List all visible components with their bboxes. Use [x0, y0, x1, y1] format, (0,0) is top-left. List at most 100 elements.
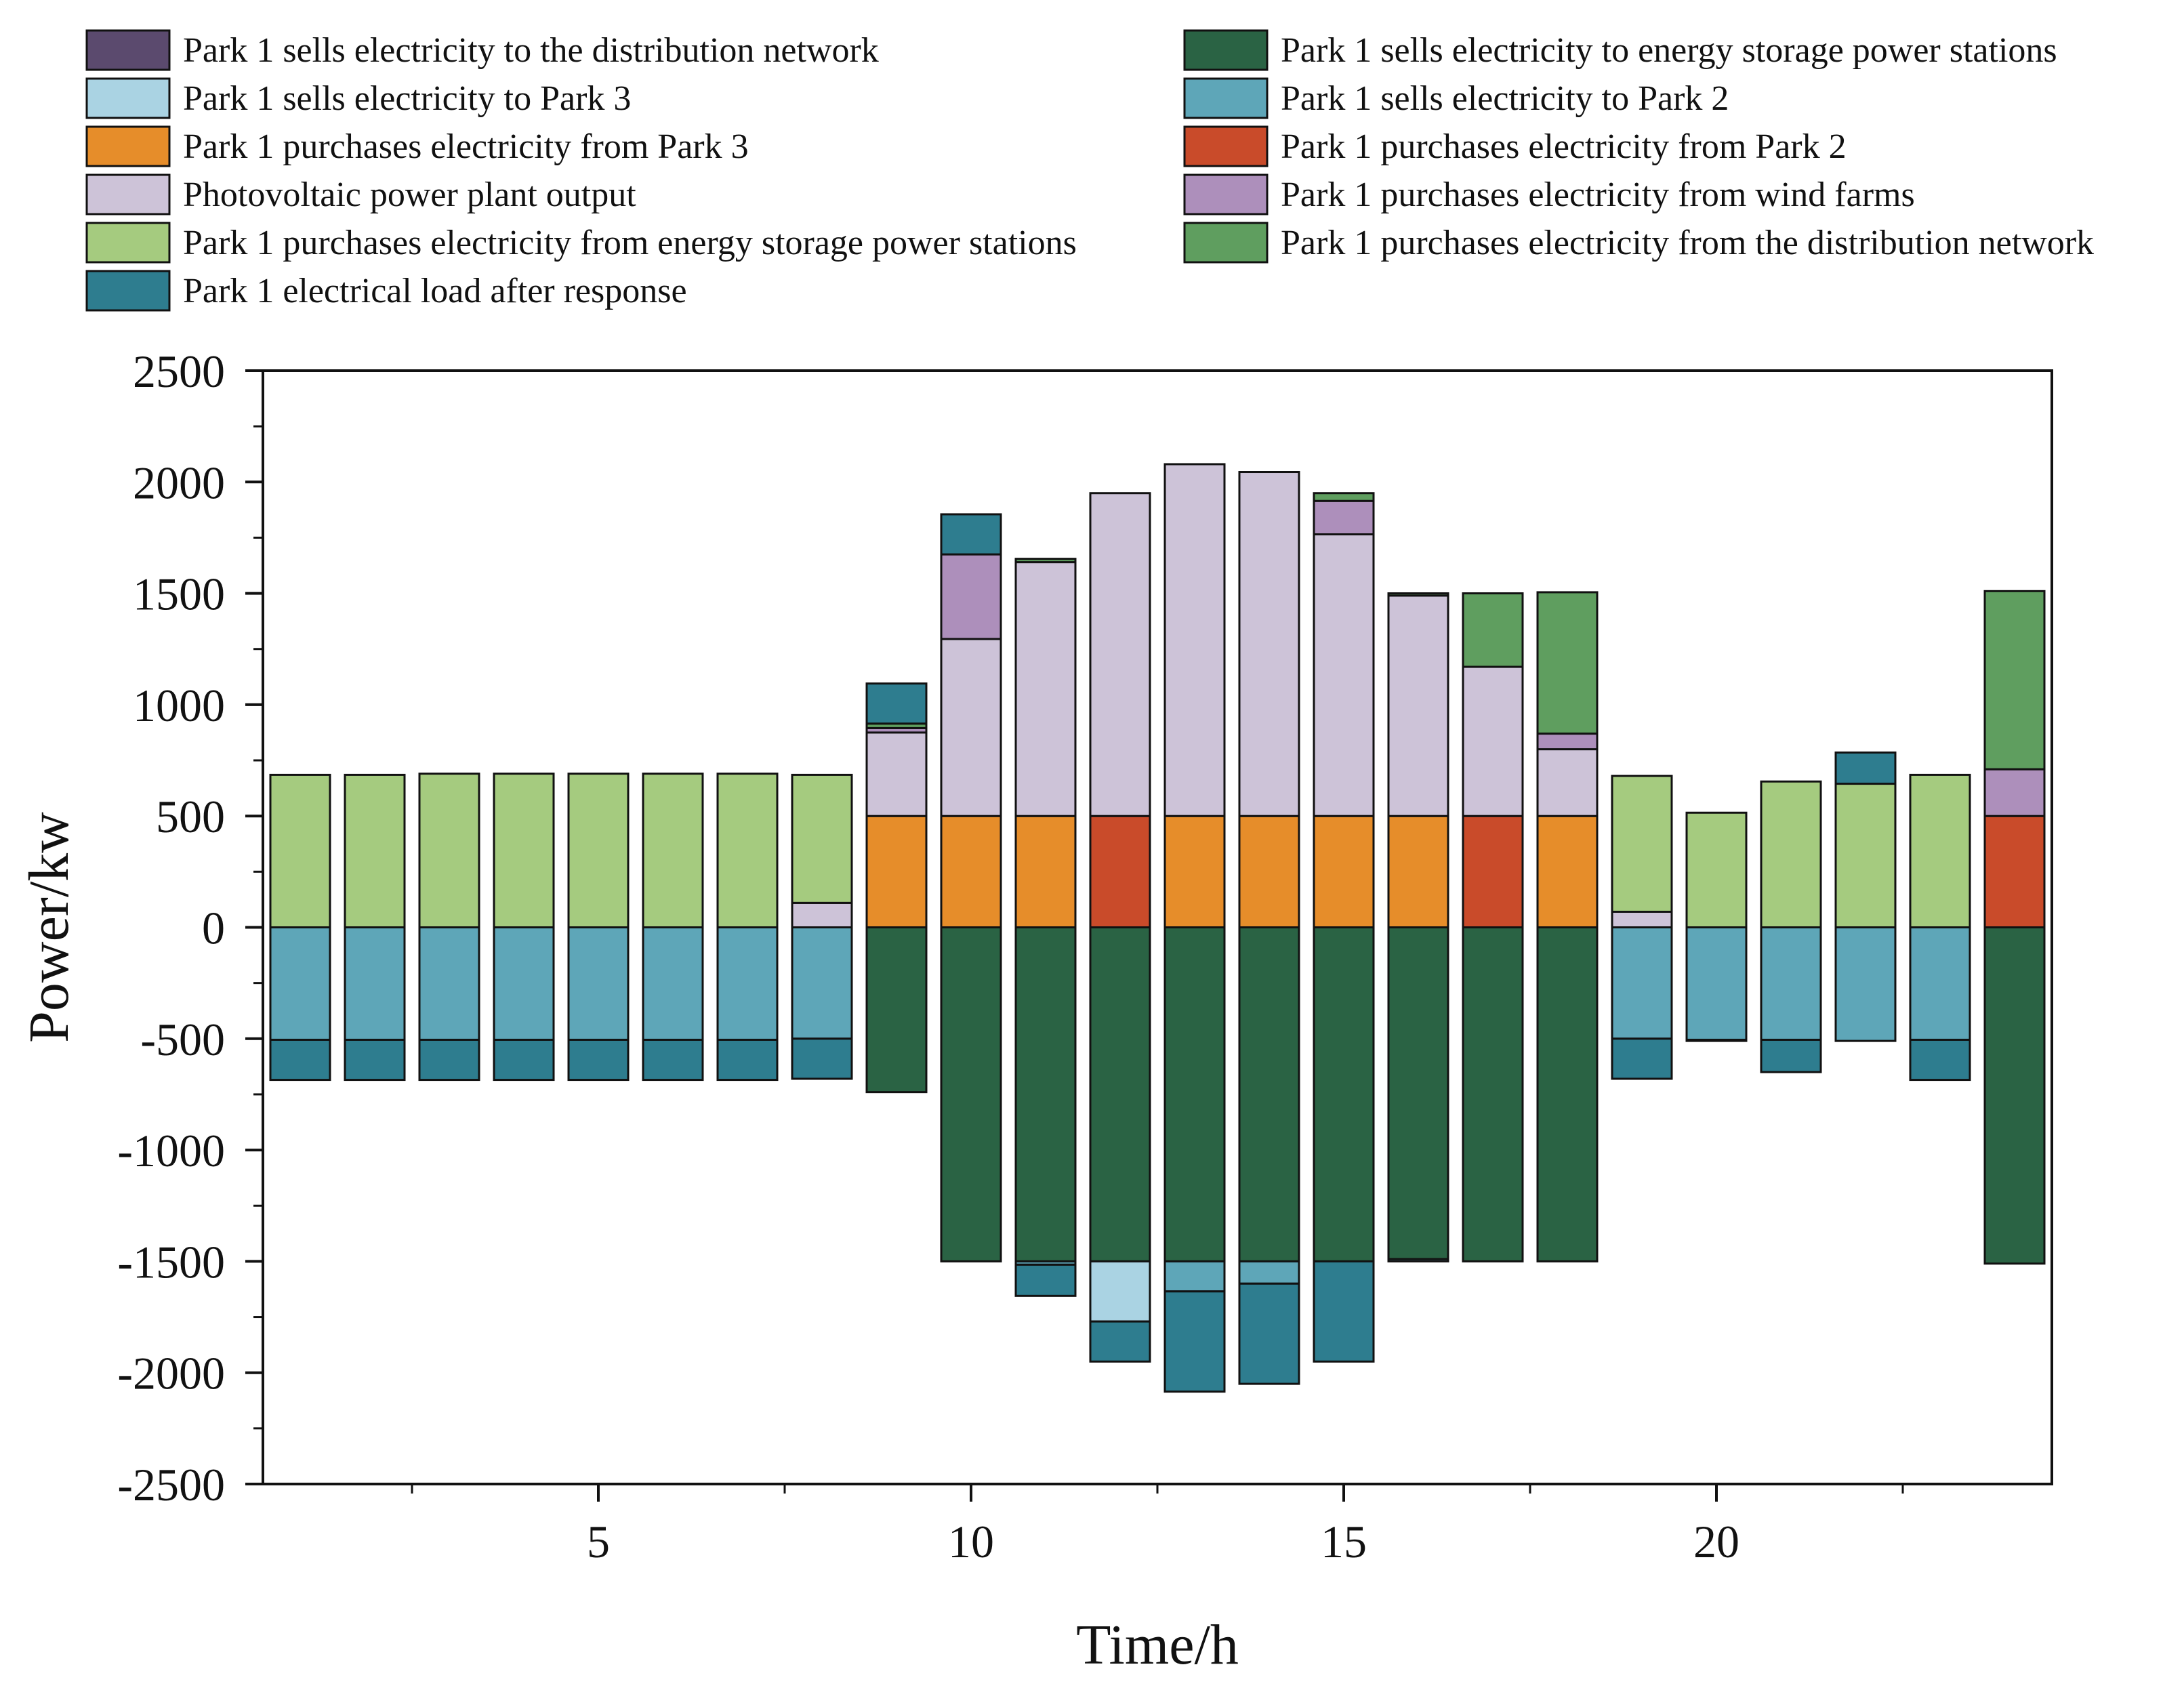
bar-segment: [344, 926, 406, 1041]
axes: 2500 2000 1500 1000 500 0 -500 -1000 -1500 -2000 -…: [117, 346, 2053, 1567]
legend-label: Park 1 purchases electricity from Park 2: [1281, 127, 1847, 166]
bar-segment: [1014, 926, 1077, 1262]
bar-segment: [1238, 815, 1300, 928]
bar-segment: [1611, 775, 1673, 913]
bar-segment: [1313, 815, 1375, 928]
bar-segment: [493, 1038, 555, 1082]
legend-label: Park 1 purchases electricity from the di…: [1281, 224, 2094, 262]
y-tick-label: -2500: [117, 1459, 225, 1510]
legend: Park 1 sells electricity to the distribu…: [85, 29, 2094, 312]
legend-swatch: [85, 222, 171, 264]
bar-segment: [493, 773, 555, 928]
bar-segment: [1536, 748, 1599, 817]
bar-segment: [1089, 1320, 1151, 1363]
bar-segment: [1313, 1260, 1375, 1363]
bar-segment: [1685, 926, 1748, 1041]
bar-segment: [418, 773, 480, 928]
y-tick-label: 2000: [133, 457, 225, 508]
bar-segment: [940, 638, 1002, 817]
y-tick-label: 1000: [133, 680, 225, 731]
bar-segment: [1834, 752, 1897, 785]
bar-segment: [1462, 926, 1524, 1262]
legend-swatch: [1183, 222, 1269, 264]
bar-segment: [1387, 592, 1449, 597]
bar-segment: [1313, 533, 1375, 817]
bar-segment: [1387, 1258, 1449, 1262]
bar-segment: [1611, 910, 1673, 929]
bar-segment: [1163, 1290, 1226, 1393]
bar-segment: [940, 926, 1002, 1262]
bar-segment: [344, 1038, 406, 1082]
bar-segment: [1387, 594, 1449, 817]
bar-segment: [642, 926, 704, 1041]
x-tick-label: 20: [1693, 1516, 1739, 1567]
bar-segment: [1238, 1260, 1300, 1285]
bar-segment: [1536, 591, 1599, 735]
bar-segment: [1611, 1037, 1673, 1080]
y-tick-label: 1500: [133, 569, 225, 620]
legend-swatch: [1183, 77, 1269, 119]
bar-segment: [1238, 471, 1300, 817]
bar-segment: [1760, 926, 1822, 1041]
bar-segment: [716, 773, 779, 928]
bar-segment: [1685, 811, 1748, 928]
y-tick-label: -500: [140, 1014, 225, 1065]
bar-segment: [865, 815, 928, 928]
bar-segment: [1163, 463, 1226, 817]
bar-segment: [1983, 815, 2046, 928]
bar-segment: [269, 773, 331, 929]
x-tick-label: 5: [587, 1516, 610, 1567]
bar-segment: [865, 731, 928, 817]
y-tick-label: 2500: [133, 346, 225, 397]
legend-swatch: [85, 270, 171, 312]
bar-segment: [1313, 926, 1375, 1262]
bar-segment: [1014, 1263, 1077, 1297]
x-tick-label: 10: [948, 1516, 994, 1567]
bar-segment: [567, 926, 630, 1041]
bar-segment: [1536, 926, 1599, 1262]
bar-segment: [1387, 815, 1449, 928]
bar-segment: [642, 1038, 704, 1082]
x-tick-label: 15: [1321, 1516, 1367, 1567]
bar-segment: [1014, 815, 1077, 928]
bar-segment: [269, 926, 331, 1041]
bar-segment: [567, 1038, 630, 1082]
bar-segment: [269, 1038, 331, 1082]
bar-segment: [1089, 492, 1151, 817]
legend-swatch: [85, 29, 171, 71]
legend-label: Park 1 sells electricity to Park 2: [1281, 79, 1729, 118]
bar-segment: [418, 926, 480, 1041]
bar-segment: [1313, 499, 1375, 536]
legend-swatch: [85, 125, 171, 167]
bar-segment: [1462, 592, 1524, 668]
y-tick-label: 0: [202, 903, 225, 954]
bar-segment: [1834, 783, 1897, 928]
bar-segment: [642, 773, 704, 928]
bar-segment: [1983, 768, 2046, 817]
bar-segment: [1760, 780, 1822, 928]
legend-label: Park 1 sells electricity to the distribu…: [183, 31, 879, 70]
bar-segment: [791, 773, 853, 904]
bar-segment: [940, 815, 1002, 928]
legend-swatch: [1183, 173, 1269, 215]
legend-swatch: [1183, 29, 1269, 71]
bar-segment: [791, 901, 853, 929]
bar-segment: [1387, 926, 1449, 1260]
bar-segment: [344, 773, 406, 929]
bar-segment: [1163, 926, 1226, 1262]
legend-label: Park 1 sells electricity to energy stora…: [1281, 31, 2057, 70]
bar-segment: [1089, 1260, 1151, 1323]
bar-segment: [1685, 1038, 1748, 1042]
bar-segment: [1313, 492, 1375, 502]
bar-segment: [1983, 926, 2046, 1265]
bar-segment: [1760, 1038, 1822, 1073]
bar-segment: [716, 926, 779, 1041]
bar-segment: [1163, 1260, 1226, 1293]
bar-segment: [1611, 926, 1673, 1040]
bar-segment: [1983, 590, 2046, 770]
legend-label: Photovoltaic power plant output: [183, 176, 636, 214]
bar-segment: [418, 1038, 480, 1082]
legend-label: Park 1 purchases electricity from energy…: [183, 224, 1077, 262]
bar-segment: [791, 1037, 853, 1080]
